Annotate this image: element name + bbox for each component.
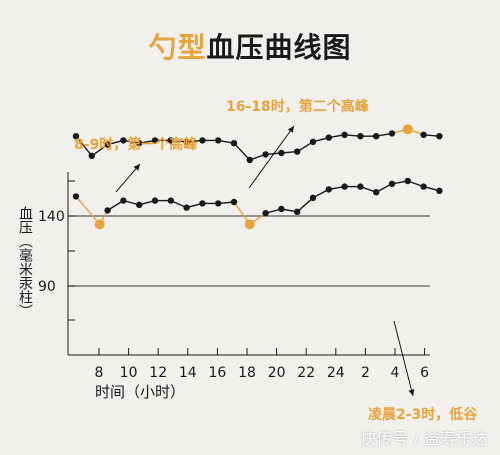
series-0-point bbox=[373, 189, 380, 196]
series-1-point bbox=[151, 137, 159, 144]
highlight-point bbox=[244, 219, 255, 230]
series-1-point bbox=[278, 149, 285, 157]
series-0-point bbox=[278, 205, 285, 213]
series-1-point bbox=[341, 131, 348, 138]
x-tick-label: 8 bbox=[95, 365, 104, 381]
series-0-point bbox=[262, 210, 269, 217]
series-1-segment bbox=[91, 144, 109, 157]
series-0-point bbox=[215, 200, 222, 207]
x-tick-label: 22 bbox=[297, 365, 315, 381]
series-0-point bbox=[104, 207, 111, 214]
series-0-point bbox=[420, 183, 427, 190]
series-1-point bbox=[325, 134, 332, 141]
x-tick-label: 4 bbox=[391, 365, 400, 381]
series-1-point bbox=[167, 137, 174, 144]
title-accent: 勺型 bbox=[148, 31, 207, 64]
arrow-trough bbox=[393, 320, 414, 397]
series-0-point bbox=[325, 186, 332, 193]
series-1-point bbox=[373, 133, 380, 140]
series-1-point bbox=[104, 141, 111, 148]
series-1-point bbox=[72, 133, 80, 140]
x-axis-label: 时间（小时） bbox=[95, 383, 186, 401]
series-0-point bbox=[151, 197, 159, 204]
x-tick-label: 6 bbox=[420, 365, 429, 381]
highlight-point bbox=[94, 219, 105, 230]
series-0-point bbox=[199, 200, 206, 207]
series-0-point bbox=[136, 201, 143, 208]
series-1-point bbox=[120, 137, 127, 144]
x-tick-label: 12 bbox=[149, 365, 167, 381]
series-1-point bbox=[388, 130, 396, 137]
x-tick-label: 2 bbox=[361, 365, 370, 381]
arrow-trough-head bbox=[408, 389, 415, 396]
series-1-point bbox=[136, 140, 143, 147]
x-tick-label: 10 bbox=[120, 365, 138, 381]
highlight-point bbox=[402, 124, 413, 135]
series-1-point bbox=[262, 151, 269, 158]
series-1-point bbox=[420, 131, 427, 138]
x-tick-label: 20 bbox=[268, 365, 286, 381]
y-tick-label: 140 bbox=[38, 209, 65, 225]
series-0-point bbox=[388, 180, 396, 187]
watermark: 快传号 / 益寿乐达 bbox=[360, 429, 488, 448]
series-0-point bbox=[120, 197, 127, 204]
series-0-point bbox=[309, 194, 317, 201]
x-tick-label: 18 bbox=[238, 365, 256, 381]
series-1-point bbox=[294, 148, 301, 155]
y-tick-label: 90 bbox=[38, 279, 56, 295]
series-1-point bbox=[88, 152, 96, 159]
annotation-trough: 凌晨2-3时，低谷 bbox=[368, 407, 478, 423]
series-0-point bbox=[357, 183, 364, 190]
series-0-segment bbox=[75, 195, 101, 225]
x-tick-label: 14 bbox=[179, 365, 197, 381]
arrow-first-peak-head bbox=[133, 164, 140, 171]
series-0-point bbox=[294, 208, 301, 215]
series-1-point bbox=[436, 133, 443, 140]
series-0-point bbox=[436, 187, 443, 194]
series-1-point bbox=[230, 140, 238, 147]
page-title: 勺型血压曲线图 bbox=[0, 26, 500, 66]
series-0-point bbox=[404, 177, 411, 185]
annotation-first-peak: 8-9时，第一个高峰 bbox=[74, 137, 198, 153]
series-1-segment bbox=[75, 135, 93, 157]
series-1-point bbox=[246, 156, 253, 164]
series-1-point bbox=[215, 137, 222, 144]
y-axis-label: 血压（毫米汞柱） bbox=[17, 206, 33, 318]
series-0-segment bbox=[296, 197, 314, 213]
arrow-second-peak-head bbox=[287, 126, 294, 133]
series-1-point bbox=[357, 133, 364, 140]
series-0-point bbox=[183, 204, 190, 211]
series-0-point bbox=[167, 197, 174, 204]
arrow-second-peak bbox=[248, 125, 295, 189]
series-1-point bbox=[309, 138, 317, 145]
series-0-point bbox=[72, 193, 80, 200]
series-0-point bbox=[341, 183, 348, 190]
title-rest: 血压曲线图 bbox=[206, 31, 352, 64]
x-tick-label: 16 bbox=[208, 365, 226, 381]
series-1-point bbox=[199, 137, 206, 144]
series-1-segment bbox=[233, 142, 251, 161]
series-0-point bbox=[230, 198, 238, 206]
series-1-point bbox=[183, 138, 190, 145]
x-tick-label: 24 bbox=[327, 365, 345, 381]
annotation-second-peak: 16-18时，第二个高峰 bbox=[226, 99, 369, 115]
